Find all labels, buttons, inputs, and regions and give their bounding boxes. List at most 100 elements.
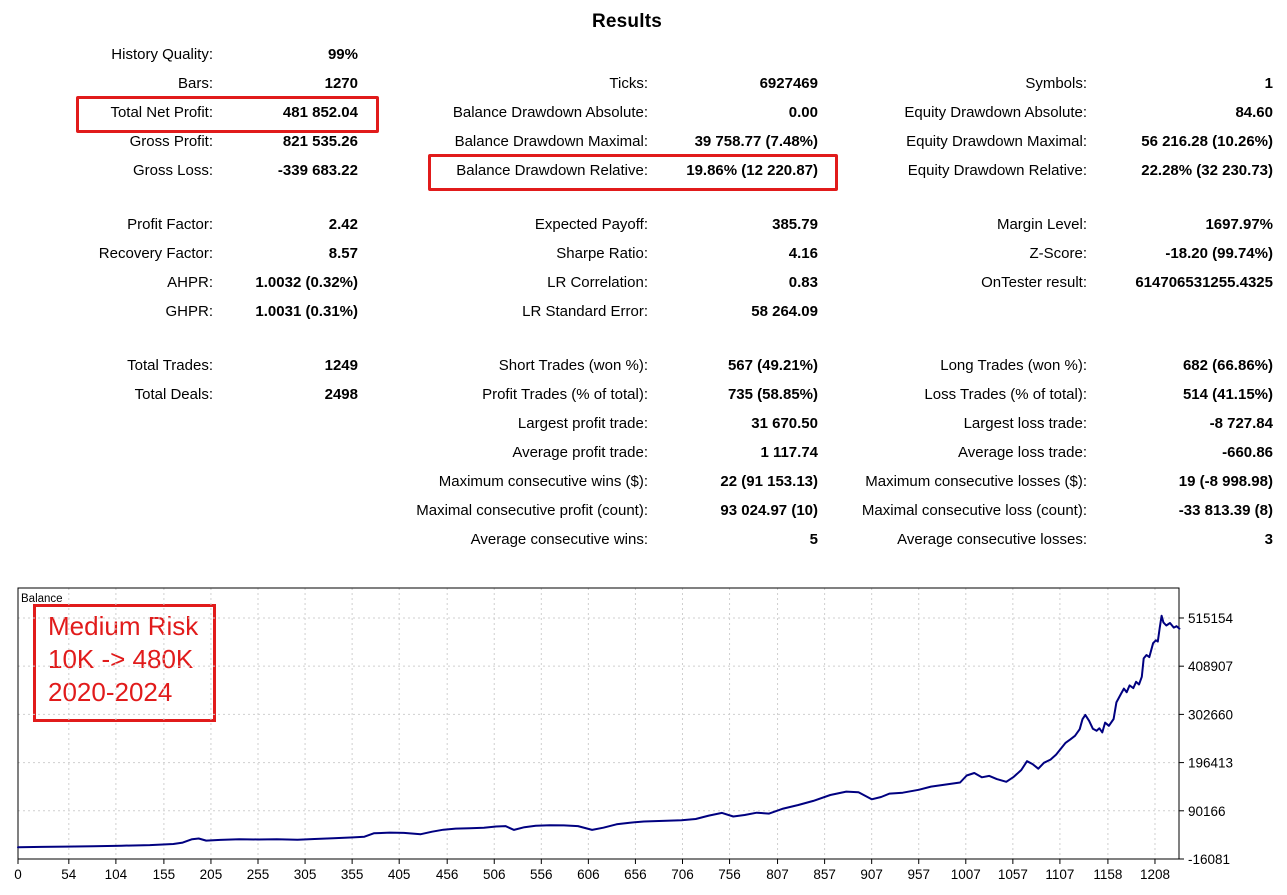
x-tick-label: 155 [153, 867, 176, 882]
balance-line [17, 614, 1181, 849]
stat-value: 1 [1264, 75, 1273, 92]
stat-value: 22.28% (32 230.73) [1141, 162, 1273, 179]
stat-label: Sharpe Ratio: [556, 245, 648, 262]
stat-label: GHPR: [165, 303, 213, 320]
stat-label: Balance Drawdown Maximal: [454, 133, 648, 150]
stat-value: 614706531255.4325 [1135, 274, 1273, 291]
stat-value: 1 117.74 [760, 444, 818, 461]
stat-value: 5 [809, 531, 818, 548]
x-tick-label: 506 [483, 867, 506, 882]
stats-spacer-row [0, 185, 358, 210]
stats-spacer-row [845, 185, 1273, 210]
page-title: Results [591, 11, 663, 32]
stat-label: Balance Drawdown Absolute: [452, 104, 648, 121]
stats-row [0, 467, 358, 496]
stat-label: Maximum consecutive wins ($): [438, 473, 648, 490]
stat-value: -18.20 (99.74%) [1165, 245, 1273, 262]
stat-value: 682 (66.86%) [1182, 357, 1273, 374]
stat-label: Profit Trades (% of total): [482, 386, 648, 403]
stats-row: Bars: 1270 [0, 69, 358, 98]
x-tick-label: 1007 [951, 867, 981, 882]
x-tick-label: 405 [388, 867, 411, 882]
stat-label: Gross Loss: [132, 162, 213, 179]
stat-value: -8 727.84 [1209, 415, 1273, 432]
stat-label: Average consecutive wins: [470, 531, 648, 548]
stat-label: Z-Score: [1029, 245, 1087, 262]
stats-row: Equity Drawdown Absolute: 84.60 [845, 98, 1273, 127]
stat-value: 0.00 [788, 104, 818, 121]
x-tick-label: 706 [671, 867, 694, 882]
stat-value: 6927469 [759, 75, 818, 92]
stat-label: LR Standard Error: [522, 303, 648, 320]
x-tick-label: 305 [294, 867, 317, 882]
stat-value: 2.42 [328, 216, 358, 233]
stats-row: Expected Payoff: 385.79 [378, 210, 818, 239]
stat-label: Maximum consecutive losses ($): [865, 473, 1087, 490]
stat-value: 1249 [324, 357, 358, 374]
stats-row [0, 409, 358, 438]
plot-border [17, 587, 1180, 860]
y-tick-label: -16081 [1188, 852, 1230, 867]
stat-value: 567 (49.21%) [727, 357, 818, 374]
stats-row: Short Trades (won %): 567 (49.21%) [378, 351, 818, 380]
stats-row [0, 496, 358, 525]
stat-label: Total Net Profit: [110, 104, 213, 121]
x-tick-label: 656 [624, 867, 647, 882]
stat-label: Gross Profit: [129, 133, 213, 150]
chart-annotation-box: Medium Risk 10K -> 480K 2020-2024 [33, 604, 216, 722]
stats-row: Largest profit trade: 31 670.50 [378, 409, 818, 438]
stats-row: Loss Trades (% of total): 514 (41.15%) [845, 380, 1273, 409]
stat-label: Short Trades (won %): [498, 357, 648, 374]
balance-legend-label: Balance [21, 593, 63, 605]
x-tick-label: 807 [766, 867, 789, 882]
x-tick-label: 104 [105, 867, 128, 882]
stat-label: Loss Trades (% of total): [924, 386, 1087, 403]
x-tick-label: 606 [577, 867, 600, 882]
stats-row: GHPR: 1.0031 (0.31%) [0, 297, 358, 326]
x-tick-label: 355 [341, 867, 364, 882]
stat-value: 99% [327, 46, 358, 63]
balance-chart-svg: 515154 408907 302660 196413 90166 -16081 0 54 10… [14, 587, 1234, 882]
stats-row: Total Net Profit: 481 852.04 [0, 98, 358, 127]
x-tick-label: 957 [907, 867, 930, 882]
stat-value: 84.60 [1235, 104, 1273, 121]
stat-value: -660.86 [1222, 444, 1273, 461]
stats-column-3: Symbols: 1 Equity Drawdown Absolute: 84.60 E… [845, 40, 1273, 554]
stats-row: OnTester result: 614706531255.4325 [845, 268, 1273, 297]
stat-label: Equity Drawdown Relative: [907, 162, 1087, 179]
stat-value: 821 535.26 [282, 133, 358, 150]
x-tick-label: 1158 [1093, 867, 1122, 882]
stat-label: Long Trades (won %): [940, 357, 1087, 374]
stat-value: 93 024.97 (10) [720, 502, 818, 519]
stats-row: Equity Drawdown Relative: 22.28% (32 230.… [845, 156, 1273, 185]
stats-row: AHPR: 1.0032 (0.32%) [0, 268, 358, 297]
stat-value: 1.0031 (0.31%) [255, 303, 358, 320]
stats-row [845, 297, 1273, 326]
stat-label: Average profit trade: [512, 444, 648, 461]
stat-label: Total Trades: [127, 357, 213, 374]
stat-value: 735 (58.85%) [727, 386, 818, 403]
stat-label: Equity Drawdown Absolute: [904, 104, 1087, 121]
y-tick-label: 302660 [1188, 707, 1233, 722]
stat-value: 3 [1264, 531, 1273, 548]
stat-value: 31 670.50 [751, 415, 818, 432]
stats-column-2: Ticks: 6927469 Balance Drawdown Absolute: 0… [378, 40, 818, 554]
stat-value: 1270 [324, 75, 358, 92]
x-tick-label: 0 [14, 867, 22, 882]
stats-row: Long Trades (won %): 682 (66.86%) [845, 351, 1273, 380]
stat-label: Ticks: [609, 75, 648, 92]
stats-row: Balance Drawdown Absolute: 0.00 [378, 98, 818, 127]
y-tick-label: 515154 [1188, 611, 1234, 626]
x-tick-label: 1208 [1140, 867, 1170, 882]
stats-row: Total Deals: 2498 [0, 380, 358, 409]
x-tick-label: 907 [860, 867, 883, 882]
y-tick-label: 408907 [1188, 659, 1233, 674]
x-tick-label: 1057 [998, 867, 1028, 882]
statistics-table: History Quality: 99% Bars: 1270 Total Net Pr… [0, 40, 1287, 560]
stat-value: 385.79 [772, 216, 818, 233]
stats-row: Margin Level: 1697.97% [845, 210, 1273, 239]
stat-value: -33 813.39 (8) [1178, 502, 1273, 519]
stat-value: 0.83 [788, 274, 818, 291]
stat-value: 8.57 [328, 245, 358, 262]
stats-row [0, 525, 358, 554]
